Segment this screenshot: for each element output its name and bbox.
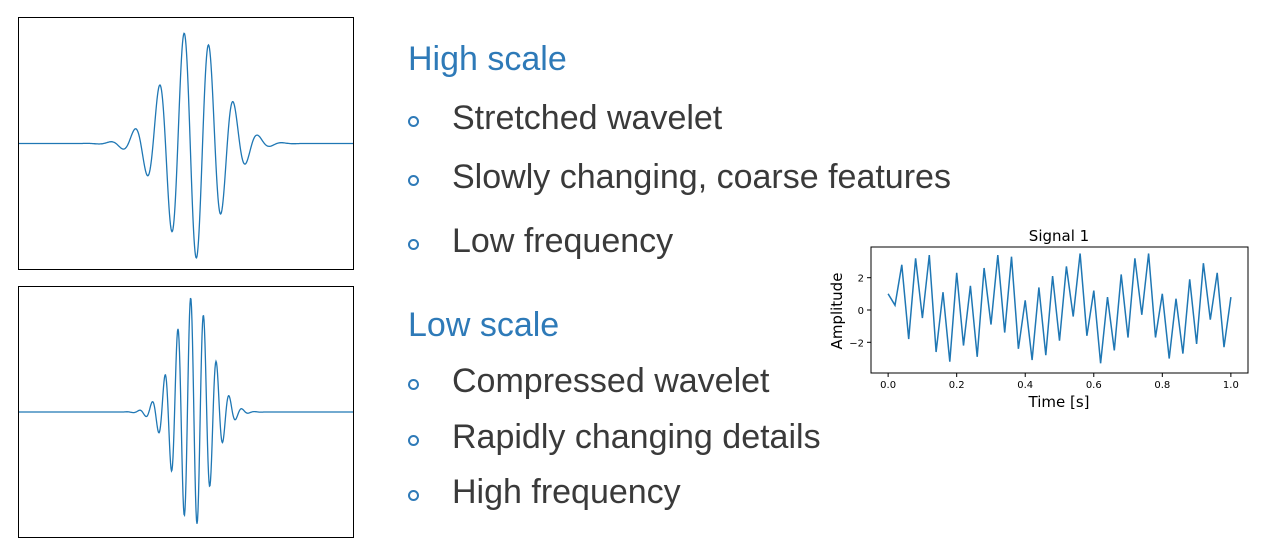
x-tick-label: 0.4 <box>1017 380 1033 391</box>
signal-series-line <box>887 253 1232 364</box>
bullet-circle-icon <box>408 238 419 250</box>
bullet-low-frequency: Low frequency <box>408 221 673 261</box>
chart-title: Signal 1 <box>1029 227 1089 245</box>
bullet-rapidly-changing: Rapidly changing details <box>408 417 821 457</box>
compressed-wavelet-svg <box>19 297 353 524</box>
bullet-circle-icon <box>408 378 419 390</box>
x-tick-label: 0.0 <box>880 380 896 391</box>
x-tick-label: 0.2 <box>949 380 965 391</box>
chart-xlabel: Time [s] <box>1028 393 1090 411</box>
signal-chart: Signal 1 Time [s] Amplitude 0.0 0.2 0.4 0.6… <box>820 222 1260 412</box>
bullet-stretched-wavelet: Stretched wavelet <box>408 98 722 138</box>
y-tick-label: 0 <box>858 306 864 317</box>
bullet-text: High frequency <box>452 472 681 511</box>
signal-chart-svg: Signal 1 Time [s] Amplitude 0.0 0.2 0.4 0.6… <box>828 227 1249 411</box>
bullet-circle-icon <box>408 489 419 501</box>
bullet-text: Rapidly changing details <box>452 417 821 456</box>
stretched-wavelet-curve <box>19 32 353 259</box>
bullet-circle-icon <box>408 115 419 127</box>
compressed-wavelet-plot <box>18 286 354 538</box>
bullet-text: Stretched wavelet <box>452 98 723 137</box>
bullet-text: Slowly changing, coarse features <box>452 157 951 196</box>
bullet-circle-icon <box>408 434 419 446</box>
bullet-text: Compressed wavelet <box>452 361 770 400</box>
high-scale-heading: High scale <box>408 40 567 78</box>
y-tick-label: −2 <box>849 338 864 349</box>
stretched-wavelet-plot <box>18 17 354 270</box>
x-tick-label: 0.8 <box>1154 380 1170 391</box>
x-tick-label: 1.0 <box>1223 380 1239 391</box>
y-tick-label: 2 <box>858 274 864 285</box>
x-tick-label: 0.6 <box>1086 380 1102 391</box>
stretched-wavelet-svg <box>19 32 353 259</box>
compressed-wavelet-curve <box>19 297 353 524</box>
bullet-text: Low frequency <box>452 221 674 260</box>
low-scale-heading: Low scale <box>408 306 560 344</box>
bullet-high-frequency: High frequency <box>408 472 681 512</box>
bullet-slowly-changing: Slowly changing, coarse features <box>408 157 951 197</box>
bullet-circle-icon <box>408 174 419 186</box>
bullet-compressed-wavelet: Compressed wavelet <box>408 361 769 401</box>
chart-ylabel: Amplitude <box>828 273 846 350</box>
